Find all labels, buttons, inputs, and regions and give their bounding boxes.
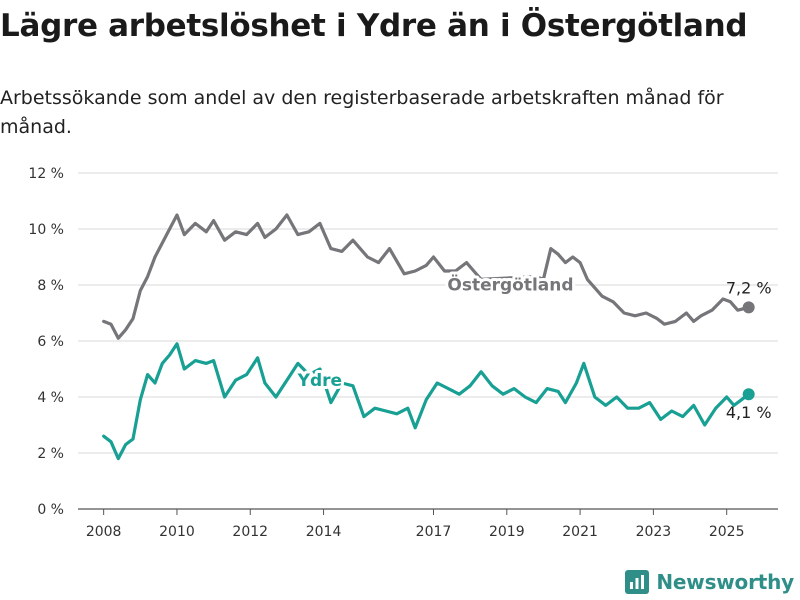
x-tick-label: 2023 (636, 524, 672, 540)
ydre-line (102, 342, 751, 461)
y-tick-label: 6 % (37, 334, 64, 350)
x-tick-label: 2019 (489, 524, 525, 540)
x-tick-label: 2010 (159, 524, 195, 540)
chart-title: Lägre arbetslöshet i Ydre än i Östergötl… (0, 8, 748, 44)
newsworthy-icon (625, 570, 650, 594)
chart-subtitle: Arbetssökande som andel av den registerb… (0, 87, 724, 138)
x-tick-label: 2012 (232, 524, 268, 540)
end-value-label: 7,2 % (726, 278, 772, 297)
ydre-series-label: Ydre (297, 371, 342, 391)
x-tick-label: 2017 (416, 524, 452, 540)
x-tick-label: 2025 (709, 524, 745, 540)
y-tick-label: 0 % (37, 502, 64, 518)
y-tick-label: 4 % (37, 390, 64, 406)
end-point-marker (742, 301, 755, 314)
x-tick-label: 2008 (86, 524, 122, 540)
y-tick-label: 8 % (37, 278, 64, 294)
brand-logo: Newsworthy (625, 570, 794, 594)
x-tick-label: 2021 (562, 524, 598, 540)
end-value-label: 4,1 % (726, 403, 772, 422)
ostergotland-series-label: Östergötland (447, 274, 573, 296)
y-tick-label: 12 % (28, 166, 64, 182)
x-tick-label: 2014 (306, 524, 342, 540)
y-tick-label: 10 % (28, 222, 64, 238)
end-point-marker (742, 388, 755, 401)
brand-name: Newsworthy (656, 570, 794, 594)
y-tick-label: 2 % (37, 446, 64, 462)
ostergotland-line (102, 213, 751, 340)
